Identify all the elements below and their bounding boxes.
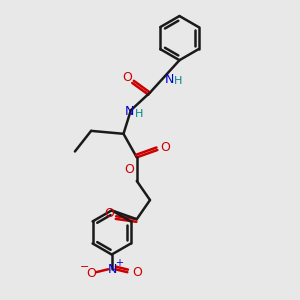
Text: O: O — [160, 141, 170, 154]
Text: O: O — [132, 266, 142, 279]
Text: H: H — [174, 76, 182, 86]
Text: H: H — [135, 109, 143, 119]
Text: N: N — [164, 73, 174, 86]
Text: +: + — [115, 258, 123, 268]
Text: O: O — [122, 71, 132, 84]
Text: O: O — [104, 207, 114, 220]
Text: −: − — [80, 262, 89, 272]
Text: O: O — [124, 163, 134, 176]
Text: N: N — [108, 263, 117, 276]
Text: O: O — [86, 267, 96, 280]
Text: N: N — [125, 105, 134, 118]
